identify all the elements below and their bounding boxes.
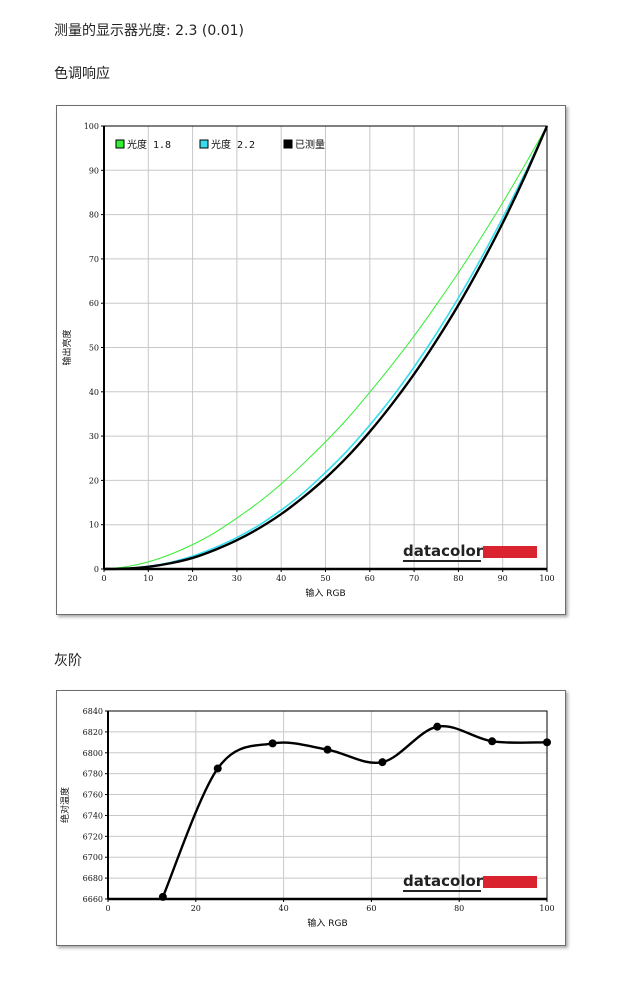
x-tick-label: 40 xyxy=(279,904,289,913)
x-tick-label: 30 xyxy=(232,574,242,583)
y-tick-label: 40 xyxy=(89,388,99,397)
data-point xyxy=(268,739,277,748)
series-line-0 xyxy=(161,724,548,898)
data-point xyxy=(213,764,222,773)
y-tick-label: 90 xyxy=(89,166,99,175)
legend-label: 已测量 xyxy=(295,138,325,151)
y-tick-label: 100 xyxy=(84,122,99,131)
grayscale-chart: 0 20 40 60 80 100 6660 6680 6700 6720 6740 6760 6780… xyxy=(59,707,555,929)
grayscale-title: 灰阶 xyxy=(54,653,82,669)
datacolor-logo-bar xyxy=(483,546,537,558)
y-tick-label: 6740 xyxy=(83,811,103,820)
x-tick-label: 90 xyxy=(498,574,508,583)
y-tick-label: 10 xyxy=(89,521,99,530)
y-tick-label: 6800 xyxy=(83,749,103,758)
y-tick-label: 6720 xyxy=(83,832,103,841)
measured-gamma-label: 测量的显示器光度: xyxy=(54,23,171,39)
datacolor-logo-underline xyxy=(403,890,481,892)
y-tick-label: 0 xyxy=(94,565,99,574)
data-point xyxy=(323,745,332,754)
x-tick-label: 80 xyxy=(453,574,463,583)
legend-label: 光度 1.8 xyxy=(127,138,171,151)
legend-label: 光度 2.2 xyxy=(211,138,255,151)
datacolor-logo: datacolor xyxy=(403,542,537,562)
x-axis-label: 输入 RGB xyxy=(305,587,345,599)
x-tick-label: 60 xyxy=(365,574,375,583)
y-tick-label: 6680 xyxy=(83,874,103,883)
data-point xyxy=(378,758,387,767)
tone-response-title: 色调响应 xyxy=(54,66,110,82)
x-tick-label: 20 xyxy=(191,904,201,913)
x-tick-label: 40 xyxy=(276,574,286,583)
data-point xyxy=(543,738,551,747)
datacolor-logo-bar xyxy=(483,876,537,888)
y-tick-label: 6660 xyxy=(83,895,103,904)
grid-lines xyxy=(104,126,547,569)
y-tick-label: 60 xyxy=(89,299,99,308)
data-point xyxy=(158,892,167,901)
y-axis-label: 绝对温度 xyxy=(59,787,71,823)
y-tick-label: 20 xyxy=(89,476,99,485)
y-tick-label: 30 xyxy=(89,432,99,441)
y-tick-label: 80 xyxy=(89,211,99,220)
legend-swatch xyxy=(283,139,293,149)
datacolor-logo: datacolor xyxy=(403,872,537,892)
datacolor-logo-underline xyxy=(403,560,481,562)
grayscale-panel: 0 20 40 60 80 100 6660 6680 6700 6720 6740 6760 6780… xyxy=(56,690,566,946)
series-line-2 xyxy=(103,125,549,571)
x-axis-label: 输入 RGB xyxy=(307,917,347,929)
legend-swatch xyxy=(199,139,209,149)
x-tick-label: 10 xyxy=(143,574,153,583)
measured-gamma-line: 测量的显示器光度: 2.3 (0.01) xyxy=(54,20,244,40)
x-tick-label: 100 xyxy=(539,574,554,583)
x-tick-label: 100 xyxy=(539,904,554,913)
y-tick-label: 50 xyxy=(89,344,99,353)
datacolor-logo-text: datacolor xyxy=(403,872,484,890)
x-tick-label: 60 xyxy=(366,904,376,913)
data-point xyxy=(488,737,497,746)
x-tick-label: 0 xyxy=(101,574,106,583)
tone-response-panel: 0 10 20 30 40 50 60 70 80 90 100 0 10 20 30 40 50 60 70 80 9… xyxy=(56,105,566,615)
x-tick-label: 20 xyxy=(188,574,198,583)
tone-response-chart: 0 10 20 30 40 50 60 70 80 90 100 0 10 20 30 40 50 60 70 80 9… xyxy=(61,122,555,599)
measured-gamma-value: 2.3 (0.01) xyxy=(175,23,244,39)
datacolor-logo-text: datacolor xyxy=(403,542,484,560)
y-tick-label: 6760 xyxy=(83,791,103,800)
y-tick-label: 6840 xyxy=(83,707,103,716)
x-tick-label: 70 xyxy=(409,574,419,583)
y-tick-label: 70 xyxy=(89,255,99,264)
series-line-0 xyxy=(103,125,548,570)
x-tick-label: 0 xyxy=(105,904,110,913)
y-tick-label: 6820 xyxy=(83,728,103,737)
y-axis-label: 输出亮度 xyxy=(61,329,73,365)
legend-swatch xyxy=(115,139,125,149)
x-tick-label: 50 xyxy=(320,574,330,583)
data-point xyxy=(433,722,442,731)
x-tick-label: 80 xyxy=(454,904,464,913)
grid-lines xyxy=(108,711,547,899)
y-tick-label: 6700 xyxy=(83,853,103,862)
y-tick-label: 6780 xyxy=(83,770,103,779)
